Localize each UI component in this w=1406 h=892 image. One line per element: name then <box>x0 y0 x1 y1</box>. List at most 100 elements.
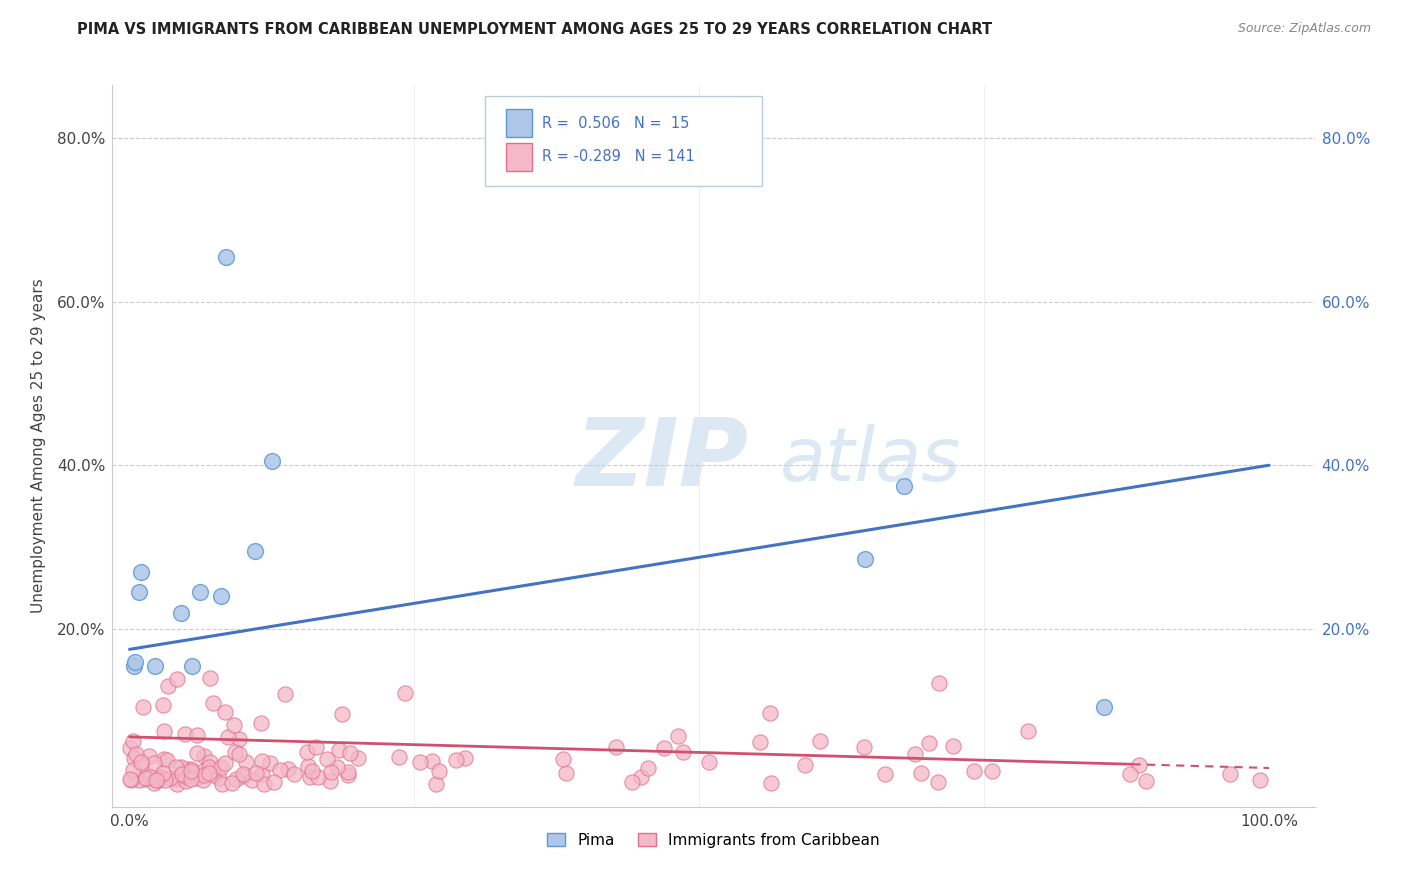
Point <box>904 747 927 761</box>
Point <box>120 773 142 788</box>
Point <box>165 772 187 786</box>
Point <box>420 755 443 769</box>
Point <box>553 752 575 766</box>
Point <box>222 718 245 732</box>
Point <box>198 671 221 685</box>
Point <box>146 773 169 788</box>
Point <box>157 679 180 693</box>
Point <box>122 763 145 777</box>
Point <box>620 775 643 789</box>
Point <box>184 772 207 786</box>
Point <box>128 585 150 599</box>
Point <box>263 774 285 789</box>
Point <box>295 745 318 759</box>
Point <box>128 772 150 787</box>
FancyBboxPatch shape <box>506 144 531 170</box>
Point <box>325 760 347 774</box>
Point <box>425 777 447 791</box>
Y-axis label: Unemployment Among Ages 25 to 29 years: Unemployment Among Ages 25 to 29 years <box>31 278 46 614</box>
Point <box>672 745 695 759</box>
Point <box>176 762 198 776</box>
Point <box>129 565 152 579</box>
Point <box>927 775 949 789</box>
Point <box>131 699 153 714</box>
Text: R = -0.289   N = 141: R = -0.289 N = 141 <box>541 150 695 164</box>
Point <box>186 746 208 760</box>
Point <box>910 765 932 780</box>
Point <box>260 454 283 468</box>
FancyBboxPatch shape <box>485 95 762 186</box>
Point <box>225 772 247 787</box>
Point <box>652 741 675 756</box>
Point <box>170 606 193 620</box>
Point <box>277 762 299 776</box>
Point <box>749 735 772 749</box>
Point <box>243 544 266 558</box>
Point <box>853 552 876 566</box>
Point <box>135 772 157 786</box>
Point <box>315 752 337 766</box>
Point <box>980 764 1002 778</box>
Point <box>180 763 202 777</box>
Point <box>336 768 359 782</box>
Point <box>201 696 224 710</box>
Point <box>235 755 257 769</box>
Point <box>873 766 896 780</box>
Point <box>120 772 142 786</box>
Point <box>283 766 305 780</box>
Point <box>143 658 166 673</box>
Point <box>217 730 239 744</box>
Point <box>170 760 193 774</box>
Point <box>166 770 188 784</box>
Point <box>928 675 950 690</box>
Point <box>328 743 350 757</box>
Point <box>242 772 264 787</box>
Point <box>454 750 477 764</box>
Point <box>149 771 172 785</box>
Point <box>427 764 450 778</box>
Point <box>793 757 815 772</box>
Point <box>145 773 167 788</box>
Point <box>215 250 238 264</box>
Point <box>165 760 187 774</box>
Point <box>138 749 160 764</box>
Point <box>170 767 193 781</box>
Point <box>120 741 142 756</box>
Point <box>214 705 236 719</box>
Point <box>1119 766 1142 780</box>
Point <box>202 768 225 782</box>
Point <box>193 748 215 763</box>
Point <box>274 687 297 701</box>
Point <box>336 764 359 779</box>
Point <box>250 715 273 730</box>
Point <box>250 754 273 768</box>
FancyBboxPatch shape <box>506 110 531 136</box>
Point <box>124 655 146 669</box>
Point <box>605 739 627 754</box>
Point <box>963 764 986 779</box>
Point <box>153 752 176 766</box>
Point <box>129 757 152 772</box>
Point <box>339 746 361 760</box>
Point <box>159 771 181 785</box>
Point <box>152 766 174 780</box>
Point <box>347 750 370 764</box>
Point <box>232 767 254 781</box>
Point <box>173 769 195 783</box>
Point <box>186 728 208 742</box>
Point <box>143 756 166 770</box>
Point <box>214 756 236 771</box>
Point <box>759 706 782 720</box>
Point <box>198 760 221 774</box>
Point <box>221 776 243 790</box>
Point <box>305 740 328 755</box>
Point <box>301 764 323 778</box>
Point <box>1092 699 1115 714</box>
Point <box>697 755 720 769</box>
Point <box>122 658 145 673</box>
Point <box>138 770 160 784</box>
Point <box>193 768 215 782</box>
Point <box>319 773 342 788</box>
Point <box>166 776 188 790</box>
Point <box>299 770 322 784</box>
